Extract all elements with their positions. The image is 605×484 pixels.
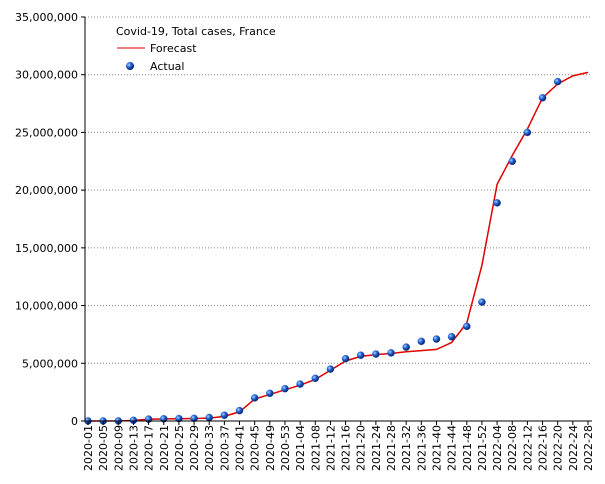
actual-point (296, 380, 304, 388)
actual-point (478, 298, 486, 306)
actual-point (311, 374, 320, 383)
y-tick-label: 15,000,000 (15, 242, 78, 255)
actual-point (356, 351, 365, 359)
x-tick-label: 2020-09 (112, 425, 125, 471)
x-tick-label: 2021-52 (476, 425, 489, 471)
x-tick-label: 2020-13 (127, 425, 140, 471)
x-tick-label: 2020-29 (188, 425, 201, 471)
legend-label: Actual (150, 60, 184, 73)
x-tick-label: 2020-45 (249, 425, 262, 471)
actual-point (553, 77, 562, 86)
x-tick-label: 2022-04 (491, 425, 504, 471)
actual-point (417, 337, 426, 346)
legend-marker (126, 62, 134, 70)
y-tick-label: 0 (71, 415, 78, 428)
x-tick-label: 2021-12 (324, 425, 337, 471)
y-tick-label: 20,000,000 (15, 184, 78, 197)
x-tick-label: 2021-36 (415, 425, 428, 471)
actual-point (402, 343, 410, 351)
x-tick-label: 2021-28 (385, 425, 398, 471)
x-tick-label: 2020-53 (279, 425, 292, 471)
x-tick-label: 2020-49 (264, 425, 277, 471)
actual-point (266, 389, 274, 398)
y-tick-label: 10,000,000 (15, 300, 78, 313)
y-tick-label: 30,000,000 (15, 69, 78, 82)
x-tick-label: 2022-08 (506, 425, 519, 471)
x-tick-label: 2021-44 (446, 425, 459, 471)
actual-point (220, 411, 229, 419)
actual-point (432, 335, 441, 343)
x-tick-label: 2020-17 (143, 425, 156, 471)
actual-point (493, 199, 501, 207)
y-tick-label: 25,000,000 (15, 126, 78, 139)
x-tick-label: 2022-24 (567, 425, 580, 471)
x-tick-label: 2020-33 (203, 425, 216, 471)
grid (85, 16, 592, 364)
x-tick-label: 2022-20 (552, 425, 565, 471)
x-tick-label: 2022-16 (537, 425, 550, 471)
actual-point (326, 365, 335, 373)
x-tick-label: 2021-32 (400, 425, 413, 471)
x-tick-label: 2021-48 (461, 425, 474, 471)
actual-point (205, 413, 213, 422)
actual-point (281, 384, 289, 393)
actual-point (250, 394, 259, 402)
actual-point (523, 128, 532, 137)
x-tick-label: 2021-08 (309, 425, 322, 471)
actual-point (387, 349, 395, 357)
chart-title: Covid-19, Total cases, France (116, 25, 276, 38)
x-tick-label: 2021-24 (370, 425, 383, 471)
legend-label: Forecast (150, 42, 197, 55)
x-tick-label: 2020-01 (82, 425, 95, 471)
actual-point (372, 350, 380, 358)
y-tick-label: 35,000,000 (15, 11, 78, 24)
x-tick-label: 2020-05 (97, 425, 110, 471)
actual-point (508, 157, 516, 166)
x-tick-label: 2021-40 (430, 425, 443, 471)
x-tick-label: 2020-37 (218, 425, 231, 471)
x-tick-label: 2022-28 (582, 425, 595, 471)
actual-point (341, 354, 350, 363)
plot (84, 71, 589, 425)
x-tick-label: 2020-25 (173, 425, 186, 471)
x-tick-label: 2021-20 (355, 425, 368, 471)
x-tick-label: 2020-41 (234, 425, 247, 471)
forecast-line (88, 71, 589, 422)
actual-point (235, 406, 244, 415)
actual-point (538, 94, 547, 102)
actual-point (463, 322, 471, 331)
y-tick-label: 5,000,000 (22, 357, 78, 370)
x-tick-label: 2021-04 (294, 425, 307, 471)
x-tick-label: 2021-16 (340, 425, 353, 471)
x-tick-label: 2020-21 (158, 425, 171, 471)
x-tick-label: 2022-12 (521, 425, 534, 471)
actual-point (447, 332, 456, 341)
